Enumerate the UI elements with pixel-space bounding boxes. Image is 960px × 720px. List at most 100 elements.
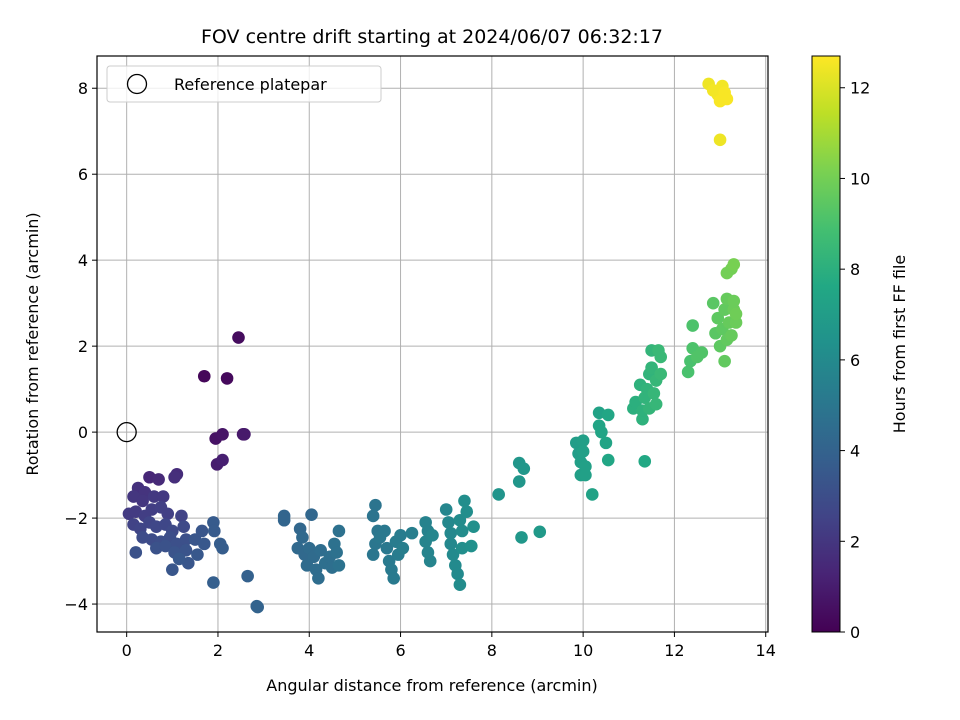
legend-label: Reference platepar [174,75,327,94]
colorbar-tick-label: 0 [850,623,860,642]
data-point [533,525,547,539]
x-tick-label: 4 [304,641,314,660]
data-point [405,526,419,540]
colorbar: 0 2 4 6 8 10 12 Hours from first FF file [811,55,909,642]
data-point [645,361,658,374]
data-point [649,397,663,411]
y-tick-label: 0 [78,423,88,442]
data-point [686,319,699,332]
y-tick-label: 4 [78,251,88,270]
data-point [197,369,211,383]
y-tick-label: −4 [64,595,88,614]
colorbar-gradient [811,55,841,633]
y-axis-label: Rotation from reference (arcmin) [23,212,42,475]
x-tick-label: 12 [664,641,684,660]
data-point [585,488,599,501]
legend: Reference platepar [106,65,382,103]
data-point [451,567,464,581]
data-point [175,509,188,523]
data-point [492,488,505,501]
data-point [706,296,720,310]
data-point [442,516,455,529]
data-point [638,455,652,468]
reference-marker-group [116,421,137,443]
data-point [156,490,170,503]
x-tick-label: 0 [122,641,132,660]
plot-frame [96,55,769,633]
data-point [387,571,401,585]
data-point [208,524,221,538]
x-tick-label: 14 [756,641,776,660]
data-point [720,92,734,106]
y-tick-label: −2 [64,509,88,528]
data-point [713,133,727,147]
data-point [439,503,453,516]
data-point [595,425,608,439]
data-point [423,554,437,568]
colorbar-tick-label: 12 [850,79,870,98]
legend-marker [126,73,148,95]
data-point [579,468,592,482]
data-point [168,470,181,484]
data-point [216,453,229,467]
data-point [147,490,161,503]
data-point [654,350,668,364]
data-point [515,531,528,544]
y-tick-label: 6 [78,165,88,184]
colorbar-ticks: 0 2 4 6 8 10 12 [840,79,870,642]
data-point [601,408,615,422]
colorbar-tick-label: 4 [850,442,860,461]
data-point [216,427,229,441]
grid [97,56,768,632]
data-point [314,544,327,557]
data-point [467,520,480,533]
data-point [444,526,458,540]
data-point [727,258,741,271]
data-point [305,508,318,521]
data-point [216,541,229,555]
data-point [453,578,467,592]
data-point [332,524,346,538]
data-point [296,531,309,544]
data-point [312,571,325,585]
data-point [366,509,380,523]
data-point [601,453,615,467]
colorbar-label: Hours from first FF file [890,255,909,434]
data-point [455,524,469,538]
data-point [195,524,209,538]
data-point [161,507,175,521]
data-point [241,569,254,583]
data-point [446,548,460,561]
data-point [396,541,410,555]
x-axis-ticks: 0 2 4 6 8 10 12 14 [122,632,776,660]
data-point [179,544,193,557]
data-point [718,303,731,316]
data-point [191,548,204,561]
reference-platepar-marker [116,421,137,443]
data-point [681,365,695,379]
data-point [166,563,179,576]
data-point [599,436,613,450]
x-axis-label: Angular distance from reference (arcmin) [266,676,597,695]
x-tick-label: 2 [213,641,223,660]
data-point [179,533,193,546]
data-point [380,541,394,555]
data-point [654,367,668,381]
colorbar-tick-label: 2 [850,532,860,551]
data-point [207,576,220,589]
x-tick-label: 10 [573,641,593,660]
data-point [576,434,590,448]
data-point [729,307,743,321]
data-point [394,528,407,542]
y-tick-label: 8 [78,79,88,98]
data-point [277,513,291,527]
data-point [251,600,264,614]
data-point [426,528,439,542]
legend-box [106,65,382,103]
data-point [444,537,458,551]
y-axis-ticks: −4 −2 0 2 4 6 8 [64,79,97,614]
data-point [332,559,346,572]
data-point [647,387,661,400]
